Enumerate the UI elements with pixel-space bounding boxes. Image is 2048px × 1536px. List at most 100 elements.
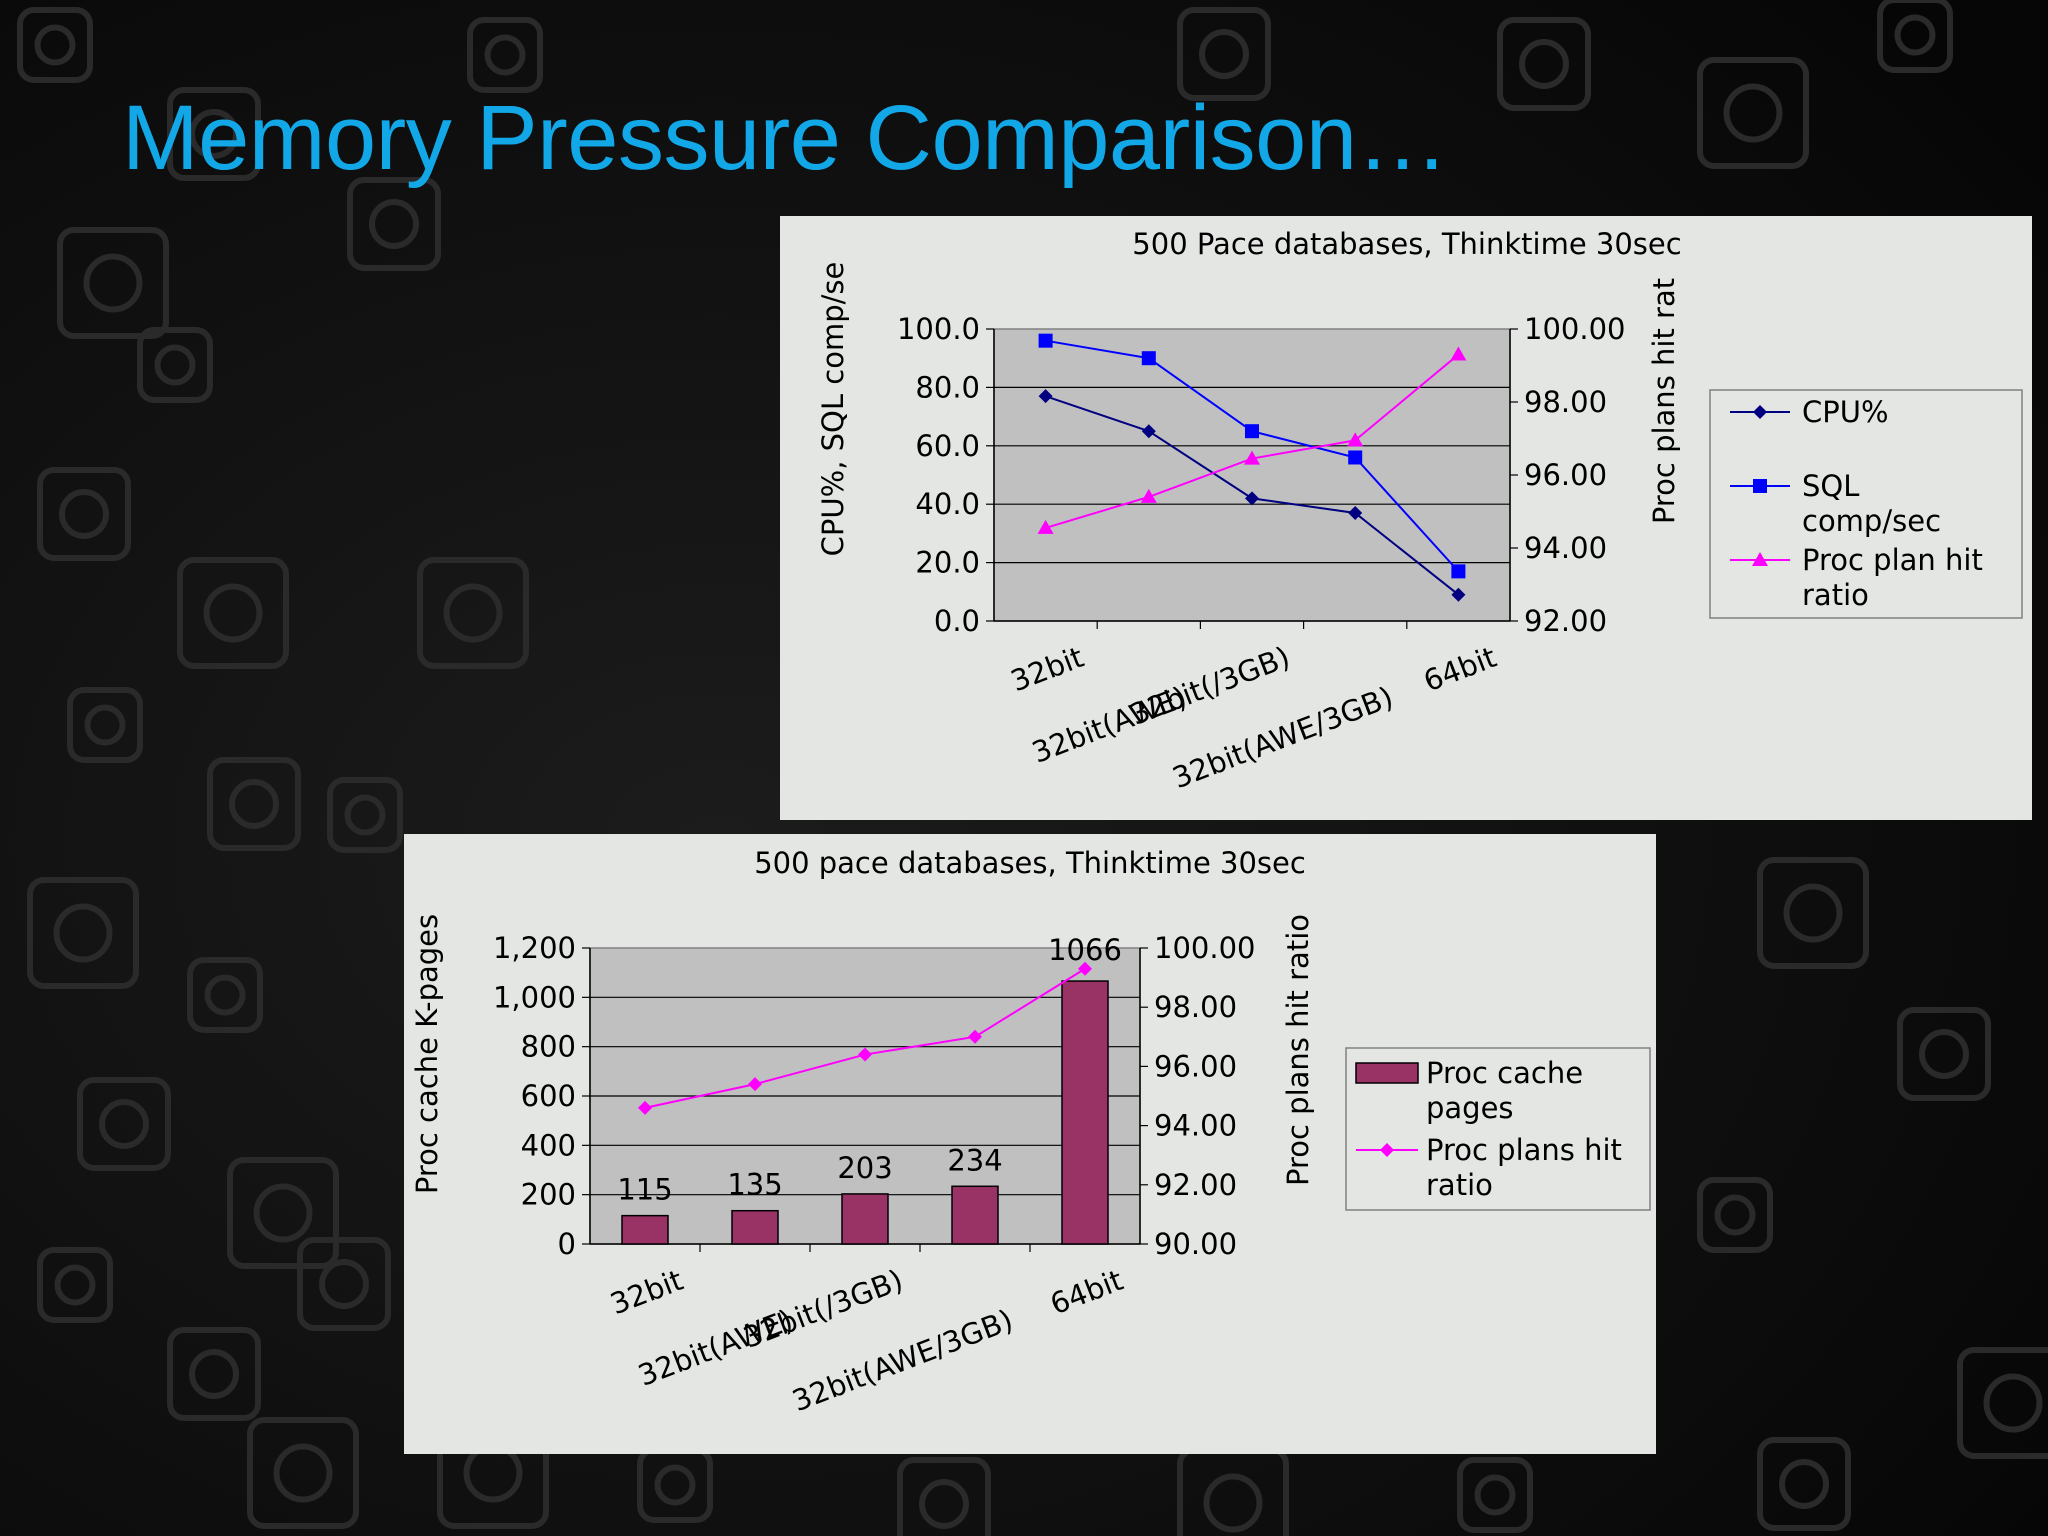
background-glyph-icon: [1714, 1194, 1756, 1236]
background-tile-icon: [467, 17, 543, 93]
background-glyph-icon: [1203, 1473, 1263, 1533]
y2-axis-label: Proc plans hit rat: [1647, 278, 1681, 524]
y-tick-label: 1,200: [493, 931, 576, 965]
background-glyph-icon: [204, 974, 246, 1016]
background-glyph-icon: [229, 779, 279, 829]
bar-value-label: 135: [727, 1168, 782, 1202]
background-tile-icon: [167, 87, 261, 181]
background-glyph-icon: [319, 1259, 369, 1309]
background-glyph-icon: [1723, 83, 1783, 143]
background-tile-icon: [1697, 57, 1809, 169]
background-glyph-icon: [1894, 14, 1936, 56]
background-glyph-icon: [1474, 1474, 1516, 1516]
data-point: [1348, 450, 1363, 465]
y2-tick-label: 96.00: [1524, 458, 1607, 492]
y2-tick-label: 100.00: [1524, 312, 1625, 346]
slide-title: Memory Pressure Comparison…: [122, 87, 1448, 189]
background-tile-icon: [897, 1457, 991, 1536]
background-glyph-icon: [1783, 883, 1843, 943]
y-axis-label: Proc cache K-pages: [410, 914, 444, 1194]
chart-title: 500 Pace databases, Thinktime 30sec: [1132, 227, 1681, 261]
data-point: [1245, 491, 1259, 506]
data-point: [1347, 432, 1364, 447]
data-point: [638, 1100, 652, 1115]
background-glyph-icon: [189, 109, 239, 159]
y-tick-label: 1,000: [493, 980, 576, 1014]
bar: [951, 1185, 999, 1245]
background-glyph-icon: [53, 903, 113, 963]
data-point: [1141, 424, 1156, 439]
data-point: [1451, 587, 1466, 602]
bar: [621, 1214, 669, 1245]
y-tick-label: 0.0: [934, 604, 980, 638]
x-tick-label: 64bit: [1419, 640, 1501, 699]
background-glyph-icon: [84, 704, 126, 746]
data-point: [1038, 333, 1053, 348]
data-point: [1141, 351, 1156, 366]
background-tile-icon: [177, 557, 289, 669]
background-glyph-icon: [1983, 1373, 2043, 1433]
background-glyph-icon: [1919, 1029, 1969, 1079]
background-tile-icon: [297, 1237, 391, 1331]
line-chart: 500 Pace databases, Thinktime 30sec 0.0 2…: [816, 227, 2023, 795]
y2-tick-label: 90.00: [1154, 1227, 1237, 1261]
y2-tick-label: 98.00: [1524, 385, 1607, 419]
y2-tick-label: 94.00: [1524, 531, 1607, 565]
background-glyph-icon: [369, 199, 419, 249]
plot-area: [993, 328, 1511, 622]
bar: [1061, 980, 1109, 1245]
data-point: [1450, 346, 1467, 361]
bar-chart-panel: 500 pace databases, Thinktime 30sec 0 200…: [404, 834, 1656, 1454]
y2-tick-label: 92.00: [1154, 1168, 1237, 1202]
background-tile-icon: [1757, 857, 1869, 969]
background-tile-icon: [227, 1157, 339, 1269]
legend-label: Proc plans hit ratio: [1426, 1133, 1622, 1202]
background-tile-icon: [1497, 17, 1591, 111]
background-glyph-icon: [189, 1349, 239, 1399]
background-tile-icon: [207, 757, 301, 851]
y-tick-label: 60.0: [915, 429, 980, 463]
background-tile-icon: [77, 1077, 171, 1171]
data-point: [1451, 564, 1466, 579]
background-tile-icon: [37, 467, 131, 561]
x-tick-label: 64bit: [1046, 1263, 1128, 1322]
line-chart-panel: 500 Pace databases, Thinktime 30sec 0.0 2…: [780, 216, 2032, 820]
background-glyph-icon: [54, 1264, 96, 1306]
bar: [841, 1193, 889, 1245]
x-tick-label: 32bit: [606, 1263, 688, 1322]
background-glyph-icon: [273, 1443, 333, 1503]
bar-value-label: 1066: [1048, 933, 1122, 967]
bar: [731, 1209, 779, 1245]
background-tile-icon: [417, 557, 529, 669]
bar-chart: 500 pace databases, Thinktime 30sec 0 200…: [410, 846, 1651, 1418]
background-glyph-icon: [1519, 39, 1569, 89]
background-tile-icon: [327, 777, 403, 853]
y2-tick-label: 92.00: [1524, 604, 1607, 638]
y-axis-label: CPU%, SQL comp/se: [816, 262, 850, 557]
chart-title: 500 pace databases, Thinktime 30sec: [754, 846, 1306, 880]
data-point: [1244, 450, 1260, 465]
data-point: [1140, 488, 1157, 503]
y-tick-label: 400: [521, 1128, 576, 1162]
data-point: [968, 1029, 982, 1044]
background-glyph-icon: [654, 1464, 696, 1506]
background-tile-icon: [1957, 1347, 2048, 1459]
background-tile-icon: [67, 687, 143, 763]
background-tile-icon: [1697, 1177, 1773, 1253]
data-point: [858, 1047, 872, 1062]
background-glyph-icon: [203, 583, 263, 643]
y-tick-label: 20.0: [915, 546, 980, 580]
background-tile-icon: [1757, 1437, 1851, 1531]
data-point: [1078, 961, 1092, 976]
background-glyph-icon: [59, 489, 109, 539]
background-glyph-icon: [99, 1099, 149, 1149]
background-glyph-icon: [83, 253, 143, 313]
background-glyph-icon: [253, 1183, 313, 1243]
background-tile-icon: [187, 957, 263, 1033]
legend-marker: [1753, 479, 1767, 493]
data-point: [748, 1077, 762, 1092]
background-tile-icon: [347, 177, 441, 271]
data-point: [1038, 389, 1053, 404]
background-tile-icon: [1877, 0, 1953, 73]
data-point: [1245, 424, 1259, 439]
